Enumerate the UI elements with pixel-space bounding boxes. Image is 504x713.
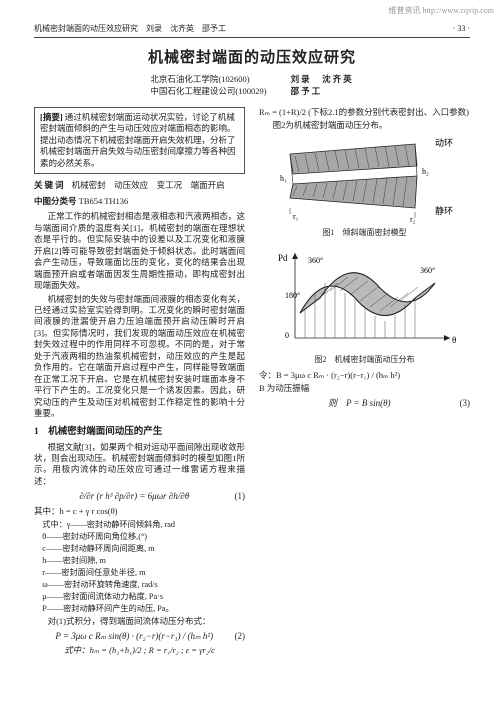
keywords-text: 机械密封 动压效应 变工况 端面开启	[72, 180, 225, 190]
affiliation-2: 中国石化工程建设公司(100029)	[150, 86, 266, 97]
section-1-para-1: 根据文献[3]，如果两个相对运动平面间隙出现收敛形状，则会出现动压。机械密封端面…	[34, 442, 245, 488]
classification-text: TB654 TH136	[79, 196, 129, 206]
figure-2: Pd θ	[259, 243, 470, 366]
symbol-def-gamma: 式中：γ——密封动静环间倾斜角, rad	[34, 519, 245, 530]
intro-para-2: 机械密封的失效与密封端面间液膜的相态变化有关，已经通过实验室实验得到明。工况变化…	[34, 294, 245, 420]
equation-2: P = 3μω c Rₘ sin(θ) · (r₂−r)(r−r₁) / (hₘ…	[34, 630, 245, 642]
fig1-label-bot: 静环	[435, 205, 453, 216]
abstract-box: [摘要] 通过机械密封端面运动状况实验，讨论了机械密封端面倾斜的产生与动压效应对…	[34, 107, 245, 174]
symbol-def-r: r——密封面间任意处半径, m	[34, 567, 245, 578]
authors-line-2: 邵予工	[291, 86, 354, 97]
symbol-def-mu: μ——密封面间流体动力粘度, Pa·s	[34, 591, 245, 602]
tail-eq-B: 令：B = 3μω c Rₘ · (r₂−r)(r−r₁) / (hₘ h²)	[259, 370, 470, 381]
equation-1-body: ∂/∂r (r h³ ∂p/∂r) = 6μωr ∂h/∂θ	[79, 491, 189, 501]
affiliation-block: 北京石油化工学院(102600) 中国石化工程建设公司(100029) 刘录 沈…	[34, 74, 470, 97]
equation-2-number: (2)	[235, 630, 246, 642]
fig1-label-top: 动环	[435, 138, 453, 148]
figure-2-caption: 图2 机械密封端面动压分布	[259, 355, 470, 366]
fig2-tick-360a: 360°	[308, 256, 323, 265]
equation-3-number: (3)	[460, 397, 471, 409]
symbol-def-h: h——密封间隙, m	[34, 555, 245, 566]
equation-1-where: 其中：h = c + γ r cos(θ)	[34, 506, 245, 517]
equation-2-aux-1: 式中：hₘ = (h₂+h₁)/2 ; R = r₁/r₂ ; ε = γr₂/…	[34, 645, 245, 656]
symbol-def-theta: θ——密封动环周向角位移,(°)	[34, 531, 245, 542]
figure-1: 动环	[259, 136, 470, 239]
equation-2-body: P = 3μω c Rₘ sin(θ) · (r₂−r)(r−r₁) / (hₘ…	[55, 631, 213, 641]
symbol-def-omega: ω——密封动环旋转角速度, rad/s	[34, 579, 245, 590]
keywords-label: 关键词	[34, 180, 66, 190]
tail-eq-B-desc: B 为动压振幅	[259, 383, 470, 394]
running-head: 机械密封端面的动压效应研究 刘录 沈齐英 邵予工 · 33 ·	[34, 24, 470, 38]
symbol-def-p: P——密封动静环间产生的动压, Pa。	[34, 603, 245, 614]
keywords-line: 关键词 机械密封 动压效应 变工况 端面开启	[34, 180, 245, 191]
equation-1-number: (1)	[235, 490, 246, 502]
fig1-label-h1: h₁	[280, 174, 287, 183]
affiliation-1: 北京石油化工学院(102600)	[150, 74, 266, 85]
fig1-label-r1: r₁	[293, 212, 299, 221]
abstract-label: [摘要]	[40, 112, 63, 122]
equation-1: ∂/∂r (r h³ ∂p/∂r) = 6μωr ∂h/∂θ (1)	[34, 490, 245, 502]
right-col-para-2: 图2为机械密封端面动压分布。	[259, 120, 470, 131]
runhead-left: 机械密封端面的动压效应研究 刘录 沈齐英 邵予工	[34, 24, 226, 35]
right-col-para-1: 对(1)式积分，得到端面间流体动压分布式：	[34, 616, 245, 627]
fig1-label-h2: h₂	[422, 167, 429, 176]
intro-para-1: 正常工作的机械密封相态是液相态和汽液两相态，这与端面间介质的温度有关[1]。机械…	[34, 211, 245, 291]
fig2-tick-360b: 360°	[420, 266, 435, 275]
equation-3: 则 P = B sin(θ) (3)	[259, 397, 470, 409]
authors-line-1: 刘录 沈齐英	[291, 74, 354, 85]
fig2-tick-180: 180°	[285, 291, 300, 300]
fig2-tick-0: 0	[285, 331, 289, 340]
fig2-ylabel: Pd	[278, 253, 288, 263]
figure-1-caption: 图1 倾斜端面密封模型	[259, 228, 470, 239]
equation-2-aux-2: Rₘ = (1+R)/2 (下标2.1的参数分别代表密封出、入口参数)	[259, 107, 470, 118]
abstract-text: 通过机械密封端面运动状况实验，讨论了机械密封端面倾斜的产生与动压效应对端面相态的…	[40, 112, 236, 168]
classification-line: 中图分类号 TB654 TH136	[34, 196, 245, 207]
section-1-heading: 1 机械密封端面间动压的产生	[34, 426, 245, 439]
symbol-def-c: c——密封动静环周向间距离, m	[34, 543, 245, 554]
article-title: 机械密封端面的动压效应研究	[34, 48, 470, 68]
equation-3-body: 则 P = B sin(θ)	[328, 398, 391, 408]
fig2-xlabel: θ	[452, 335, 456, 345]
runhead-right: · 33 ·	[453, 24, 470, 35]
classification-label: 中图分类号	[34, 196, 77, 206]
watermark-text: 维普资讯 http://www.cqvip.com	[389, 6, 494, 17]
